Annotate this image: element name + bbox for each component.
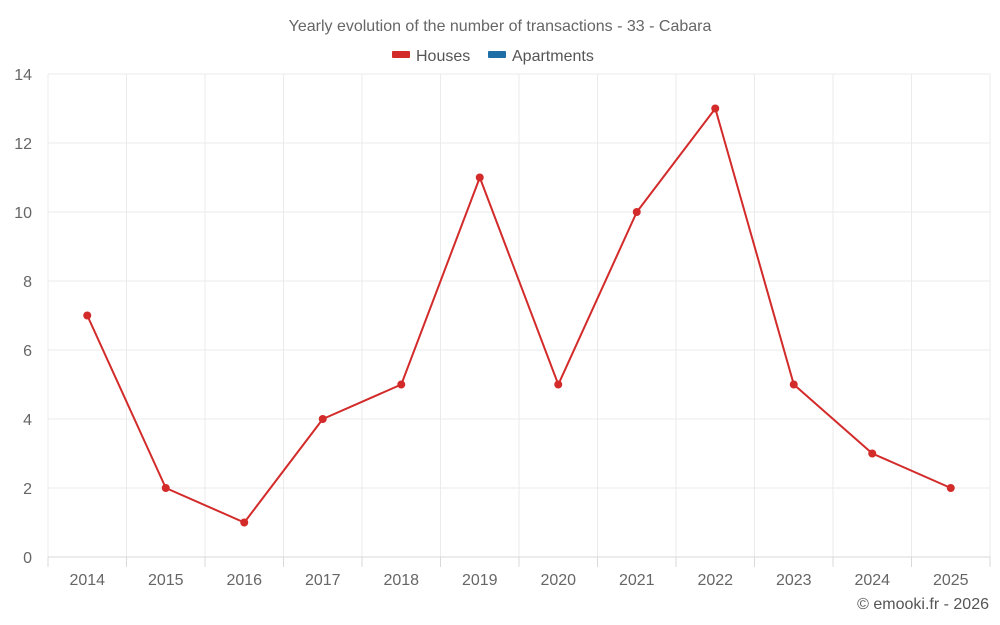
data-point-houses[interactable] bbox=[161, 484, 170, 492]
data-point-houses[interactable] bbox=[868, 449, 877, 458]
legend-label-apartments: Apartments bbox=[512, 48, 594, 65]
x-tick-label: 2025 bbox=[933, 572, 969, 589]
x-tick-label: 2015 bbox=[148, 572, 184, 589]
y-tick-label: 0 bbox=[23, 550, 32, 567]
x-tick-label: 2017 bbox=[305, 572, 341, 589]
x-tick-label: 2021 bbox=[619, 572, 655, 589]
y-tick-label: 2 bbox=[23, 481, 32, 498]
y-tick-label: 14 bbox=[14, 67, 32, 84]
credit-text[interactable]: © emooki.fr - 2026 bbox=[857, 596, 989, 613]
data-point-houses[interactable] bbox=[554, 380, 563, 389]
data-point-houses[interactable] bbox=[789, 380, 798, 389]
x-tick-label: 2014 bbox=[69, 572, 105, 589]
x-tick-label: 2022 bbox=[697, 572, 733, 589]
data-point-houses[interactable] bbox=[83, 311, 92, 320]
series-line-houses bbox=[86, 107, 952, 524]
x-tick-label: 2019 bbox=[462, 572, 498, 589]
x-tick-label: 2018 bbox=[383, 572, 419, 589]
y-tick-label: 12 bbox=[14, 136, 32, 153]
y-tick-label: 6 bbox=[23, 343, 32, 360]
y-axis-labels: 0 2 4 6 8 10 12 14 bbox=[14, 67, 32, 567]
chart-title: Yearly evolution of the number of transa… bbox=[289, 18, 712, 35]
x-tick-label: 2016 bbox=[226, 572, 262, 589]
x-axis bbox=[47, 556, 991, 567]
legend-swatch-apartments bbox=[488, 51, 506, 58]
y-tick-label: 10 bbox=[14, 205, 32, 222]
y-tick-label: 8 bbox=[23, 274, 32, 291]
x-tick-label: 2020 bbox=[540, 572, 576, 589]
data-point-houses[interactable] bbox=[240, 518, 249, 527]
x-grid bbox=[47, 74, 991, 557]
data-point-houses[interactable] bbox=[397, 380, 406, 389]
legend[interactable]: Houses Apartments bbox=[392, 48, 594, 65]
legend-item-apartments[interactable]: Apartments bbox=[488, 48, 594, 65]
data-point-houses[interactable] bbox=[711, 104, 720, 113]
data-point-houses[interactable] bbox=[946, 484, 955, 492]
data-point-houses[interactable] bbox=[632, 208, 641, 216]
legend-swatch-houses bbox=[392, 51, 410, 58]
x-axis-labels: 2014 2015 2016 2017 2018 2019 2020 2021 2022 2023… bbox=[69, 572, 968, 589]
data-point-houses[interactable] bbox=[318, 415, 327, 423]
y-tick-label: 4 bbox=[23, 412, 32, 429]
legend-item-houses[interactable]: Houses bbox=[392, 48, 470, 65]
series-layer bbox=[83, 104, 955, 527]
data-point-houses[interactable] bbox=[475, 173, 484, 182]
x-tick-label: 2024 bbox=[854, 572, 890, 589]
x-tick-label: 2023 bbox=[776, 572, 812, 589]
legend-label-houses: Houses bbox=[416, 48, 470, 65]
